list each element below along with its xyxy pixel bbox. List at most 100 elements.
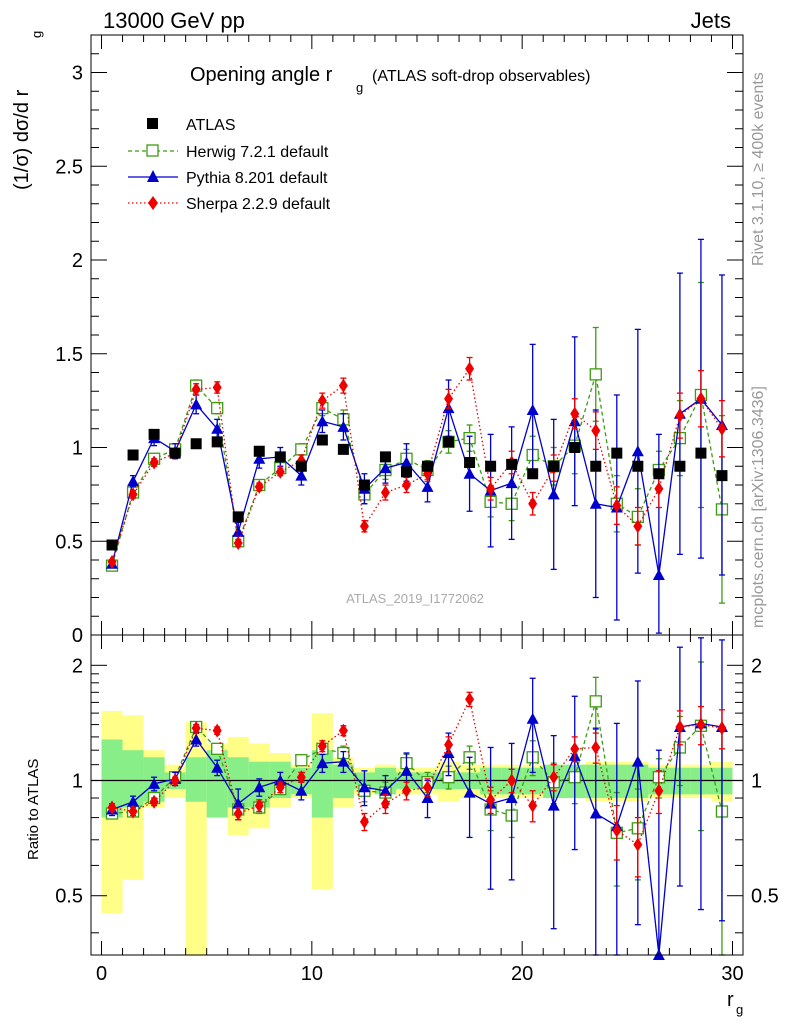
rivet-version-label: Rivet 3.1.10, ≥ 400k events xyxy=(750,72,767,266)
ratio-point-pythia xyxy=(379,784,392,796)
main-y-axis-label-subscript: g xyxy=(29,31,44,38)
ratio-point-sherpa xyxy=(128,804,138,819)
main-point-pythia xyxy=(337,420,350,432)
main-point-sherpa xyxy=(528,496,538,511)
ratio-point-sherpa xyxy=(717,721,727,736)
main-point-atlas xyxy=(253,445,265,457)
ratio-line-pythia xyxy=(111,718,723,956)
ratio-point-sherpa xyxy=(212,723,222,738)
main-point-pythia xyxy=(127,475,140,487)
legend-label-pythia: Pythia 8.201 default xyxy=(186,170,328,187)
ratio-y-axis-label: Ratio to ATLAS xyxy=(25,759,42,860)
legend-marker-atlas xyxy=(147,118,158,129)
main-point-pythia xyxy=(400,456,413,468)
main-point-pythia xyxy=(295,469,308,481)
ratio-x-axis: 0 10 20 30 xyxy=(96,635,744,985)
plot-title-note: (ATLAS soft-drop observables) xyxy=(372,68,590,85)
x-axis-label-subscript: g xyxy=(736,1002,743,1017)
ratio-band-inner xyxy=(101,739,123,818)
main-point-atlas xyxy=(443,436,455,448)
header-right: Jets xyxy=(691,8,731,33)
ratio-point-sherpa xyxy=(675,719,685,734)
ratio-y-axis: 0.5 0.5 1 1 2 2 xyxy=(55,655,779,934)
main-point-atlas xyxy=(379,451,391,463)
main-point-sherpa xyxy=(401,478,411,492)
ratio-point-sherpa xyxy=(170,773,180,788)
main-point-pythia xyxy=(631,445,644,457)
main-y-tick-label: 3 xyxy=(72,63,83,85)
ratio-point-sherpa xyxy=(465,692,475,707)
ratio-point-sherpa xyxy=(507,773,517,788)
ratio-point-pythia xyxy=(190,733,203,745)
x-tick-label: 10 xyxy=(301,963,323,985)
main-point-sherpa xyxy=(486,481,496,496)
ratio-point-sherpa xyxy=(275,780,285,795)
main-point-sherpa xyxy=(212,380,222,395)
mcplots-reference-label: mcplots.cern.ch [arXiv:1306.3436] xyxy=(750,386,767,628)
ratio-point-pythia xyxy=(400,764,413,776)
ratio-point-sherpa xyxy=(633,837,643,852)
x-axis-label: r xyxy=(727,989,734,1011)
main-point-atlas xyxy=(485,460,497,472)
main-line-pythia xyxy=(111,397,723,576)
main-point-atlas xyxy=(400,466,412,478)
main-point-atlas xyxy=(211,436,223,448)
main-point-herwig xyxy=(589,368,602,381)
ratio-point-sherpa xyxy=(254,798,264,813)
ratio-point-sherpa xyxy=(233,806,243,821)
ratio-point-sherpa xyxy=(549,770,559,785)
ratio-band-inner xyxy=(185,757,207,802)
ratio-point-sherpa xyxy=(570,741,580,756)
ratio-y-tick-label-right: 1 xyxy=(751,771,762,793)
ratio-y-tick-label: 0.5 xyxy=(55,886,83,908)
ratio-band-outer xyxy=(185,722,207,955)
main-point-atlas xyxy=(653,468,665,480)
main-y-tick-label: 2 xyxy=(72,250,83,272)
legend-marker-sherpa xyxy=(148,196,158,210)
legend: ATLAS Herwig 7.2.1 default Pythia 8.201 … xyxy=(128,117,331,213)
ratio-band-inner xyxy=(206,750,228,818)
ratio-band-inner xyxy=(332,764,354,799)
main-point-sherpa xyxy=(317,393,327,408)
ratio-point-pythia xyxy=(127,795,140,807)
ratio-point-pythia xyxy=(526,712,539,724)
ratio-plot-content xyxy=(91,637,743,960)
main-plot-panel: 0 0.5 1 1.5 2 2.5 3 Opening angle r g (ATLAS s… xyxy=(11,31,744,647)
main-point-sherpa xyxy=(465,361,475,376)
main-point-atlas xyxy=(527,468,539,480)
ratio-plot-panel: 0.5 0.5 1 1 2 2 0 10 20 30 Ratio to ATLAS r g xyxy=(25,634,779,1017)
ratio-point-pythia xyxy=(316,757,329,769)
main-point-atlas xyxy=(548,460,560,472)
main-y-axis-label: (1/σ) dσ/d r xyxy=(11,89,33,190)
main-point-atlas xyxy=(422,460,434,472)
main-y-tick-label: 1 xyxy=(72,438,83,460)
ratio-point-pythia xyxy=(589,807,602,819)
main-point-sherpa xyxy=(696,391,706,406)
main-point-sherpa xyxy=(128,487,138,502)
legend-marker-herwig xyxy=(146,144,159,157)
ratio-point-sherpa xyxy=(528,798,538,813)
plot-title-subscript: g xyxy=(356,80,363,95)
x-tick-label: 20 xyxy=(511,963,533,985)
main-y-tick-label: 0 xyxy=(72,625,83,647)
main-point-sherpa xyxy=(570,406,580,421)
main-x-axis xyxy=(101,35,733,635)
main-point-sherpa xyxy=(654,481,664,496)
ratio-y-tick-label-right: 0.5 xyxy=(751,886,779,908)
main-point-pythia xyxy=(253,452,266,464)
main-point-atlas xyxy=(464,457,476,468)
ratio-point-sherpa xyxy=(612,823,622,838)
main-point-atlas xyxy=(106,539,118,551)
main-point-atlas xyxy=(190,438,202,450)
ratio-point-sherpa xyxy=(423,780,433,795)
ratio-point-sherpa xyxy=(107,800,117,815)
main-plot-content xyxy=(105,238,729,634)
main-point-pythia xyxy=(505,477,518,489)
main-point-pythia xyxy=(421,480,434,492)
main-point-herwig xyxy=(211,401,224,415)
ratio-point-sherpa xyxy=(444,737,454,752)
ratio-point-pythia xyxy=(232,797,245,809)
ratio-y-tick-label: 1 xyxy=(72,771,83,793)
ratio-point-sherpa xyxy=(696,717,706,732)
